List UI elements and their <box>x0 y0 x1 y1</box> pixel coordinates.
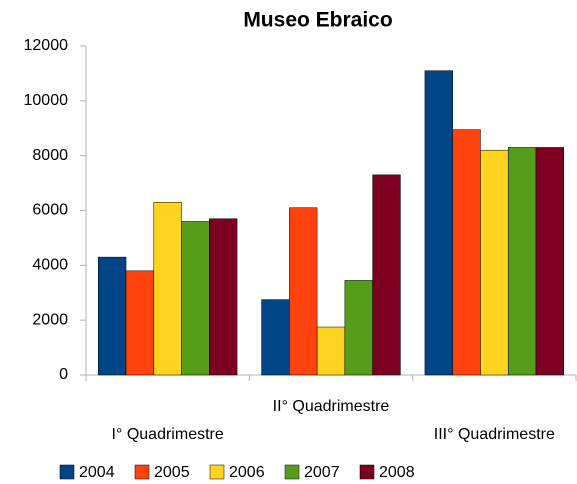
bar <box>153 202 182 376</box>
y-tick-label: 2000 <box>32 311 68 328</box>
legend-swatch <box>134 464 150 480</box>
y-tick-label: 8000 <box>32 147 68 164</box>
y-tick-label: 10000 <box>24 92 69 109</box>
legend-label: 2007 <box>304 464 340 481</box>
bar <box>289 207 318 376</box>
y-tick-label: 12000 <box>24 37 69 54</box>
legend-label: 2008 <box>379 464 415 481</box>
legend-swatch <box>209 464 225 480</box>
bar <box>372 174 401 376</box>
bar <box>480 149 509 376</box>
bar <box>344 280 373 376</box>
x-tick-label: I° Quadrimestre <box>112 426 224 443</box>
x-tick-label: III° Quadrimestre <box>434 426 555 443</box>
legend-swatch <box>59 464 75 480</box>
bar <box>98 256 127 376</box>
y-tick-label: 4000 <box>32 257 68 274</box>
bar <box>125 270 155 376</box>
bar <box>261 299 290 376</box>
bar <box>507 147 537 376</box>
legend-swatch <box>284 464 300 480</box>
legend-swatch <box>359 464 375 480</box>
bar <box>316 326 346 376</box>
y-tick-label: 0 <box>59 366 68 383</box>
bar <box>535 147 565 376</box>
bar <box>452 129 481 376</box>
bar <box>209 218 238 376</box>
chart-title: Museo Ebraico <box>243 9 392 32</box>
y-tick-label: 6000 <box>32 202 68 219</box>
legend-label: 2005 <box>154 464 190 481</box>
bar <box>181 221 210 376</box>
legend-label: 2004 <box>79 464 115 481</box>
bar <box>424 70 453 376</box>
x-tick-label: II° Quadrimestre <box>273 398 390 415</box>
legend-label: 2006 <box>229 464 265 481</box>
